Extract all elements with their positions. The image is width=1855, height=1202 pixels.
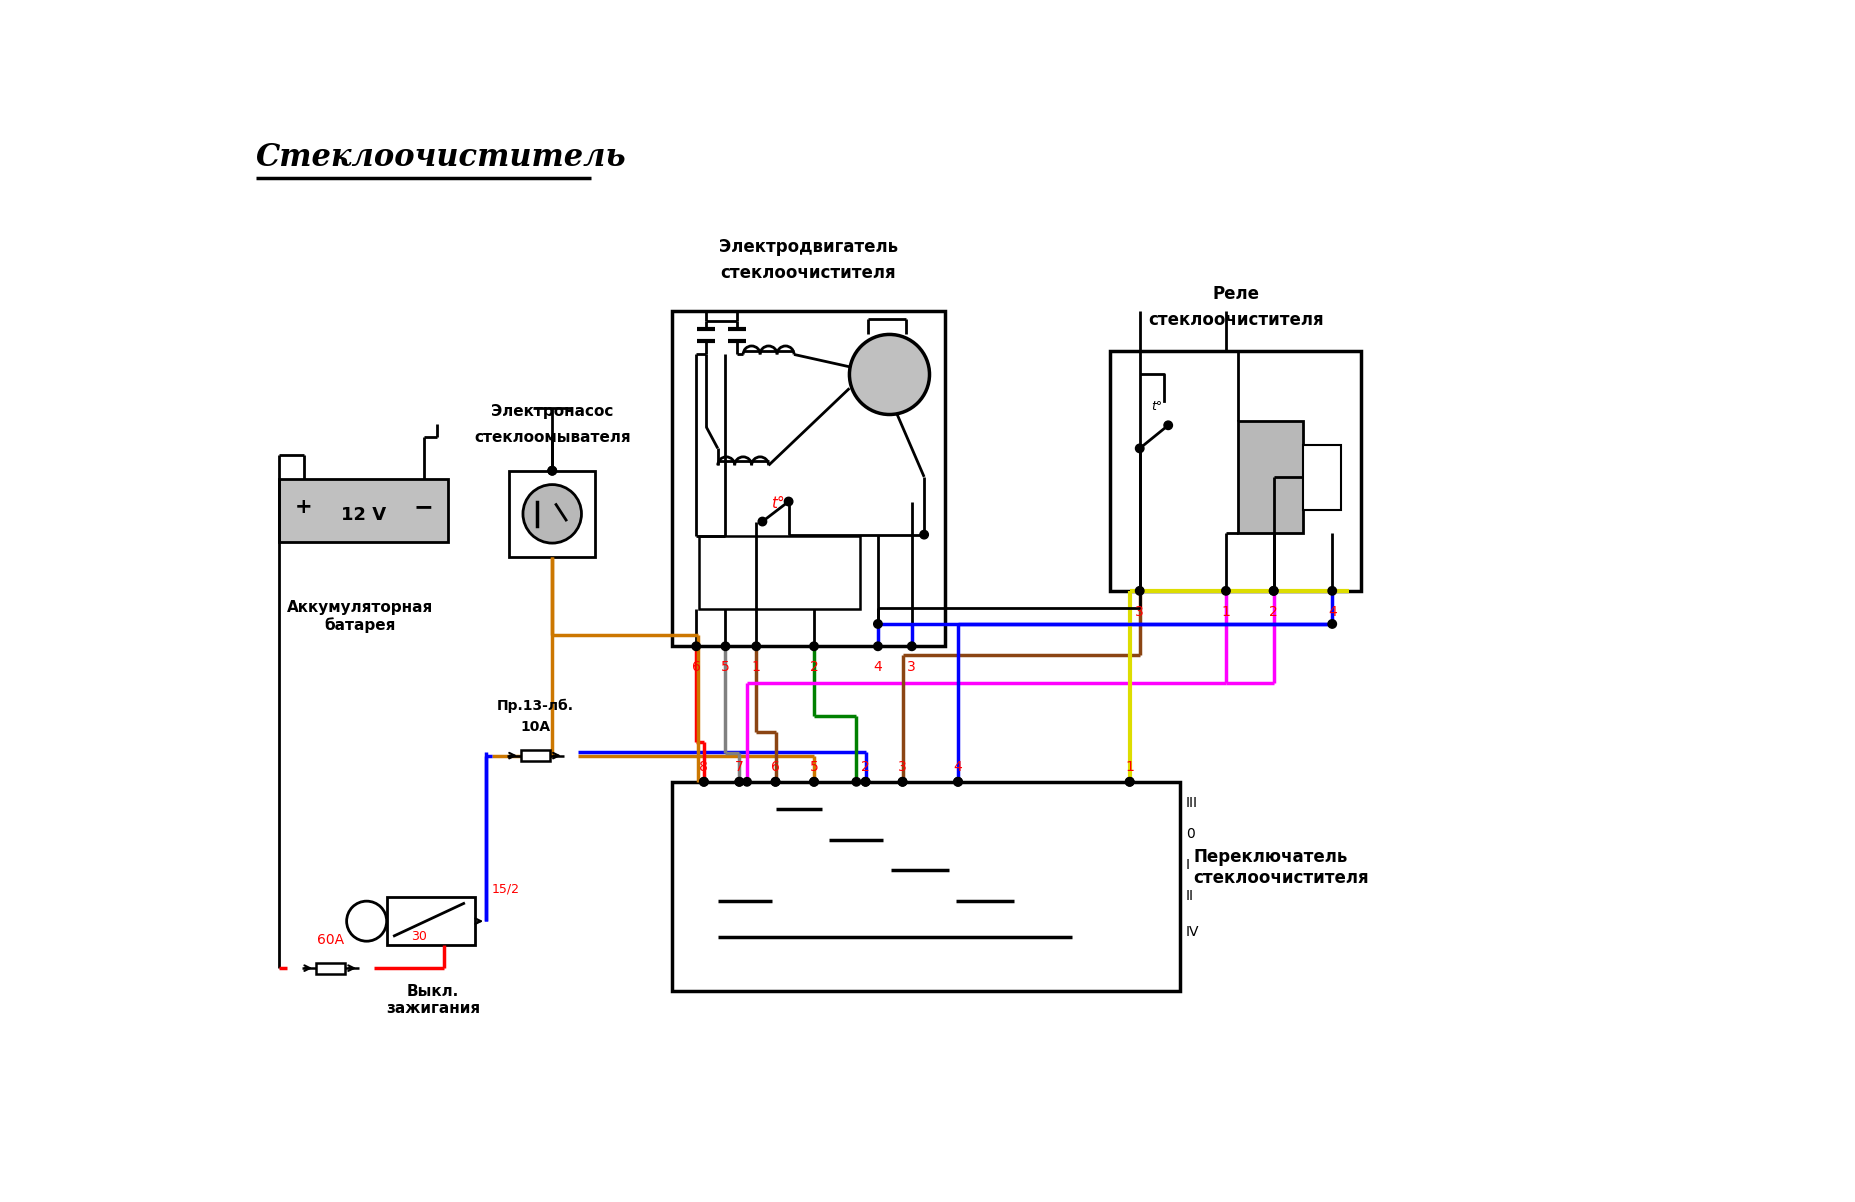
Text: t°: t° [1152,399,1163,412]
Text: +: + [295,496,312,517]
Circle shape [861,778,870,786]
Text: 12 V: 12 V [341,506,386,524]
Circle shape [699,778,709,786]
Text: Переключатель
стеклоочистителя: Переключатель стеклоочистителя [1193,847,1369,887]
Text: 10А: 10А [519,720,551,734]
Circle shape [851,778,861,786]
Text: 2: 2 [1269,605,1278,619]
Text: Реле: Реле [1211,285,1260,303]
Text: 5: 5 [722,660,729,674]
Text: 2: 2 [861,760,870,774]
Circle shape [735,778,744,786]
Circle shape [850,334,929,415]
Text: 7: 7 [735,760,744,774]
Bar [699,536,861,609]
Circle shape [874,642,883,650]
Circle shape [874,620,883,629]
Circle shape [759,517,766,525]
Text: 1: 1 [1126,760,1133,774]
Circle shape [523,484,581,543]
Circle shape [811,778,818,786]
Circle shape [1269,587,1278,595]
Text: 4: 4 [953,760,963,774]
Text: 6: 6 [692,660,701,674]
Circle shape [907,642,916,650]
Circle shape [953,778,963,786]
Circle shape [1135,445,1145,453]
Text: Пр.13-лб.: Пр.13-лб. [497,698,573,713]
Circle shape [742,778,751,786]
Text: I: I [1185,858,1189,871]
Text: Аккумуляторная
батарея: Аккумуляторная батарея [286,600,432,633]
Text: II: II [1185,888,1195,903]
Bar [315,963,345,974]
Text: −: − [414,495,434,519]
Text: Стеклоочиститель: Стеклоочиститель [256,142,627,173]
Circle shape [811,642,818,650]
Circle shape [1126,778,1133,786]
Circle shape [547,466,556,475]
Circle shape [751,642,761,650]
Circle shape [692,642,701,650]
Circle shape [785,498,792,506]
Text: 6: 6 [772,760,779,774]
Text: 3: 3 [898,760,907,774]
Text: 0: 0 [1185,827,1195,841]
Text: стеклоомывателя: стеклоомывателя [473,429,631,445]
Bar [386,898,475,945]
Bar [508,471,595,557]
Text: 60А: 60А [317,933,343,947]
Text: 3: 3 [907,660,916,674]
Circle shape [898,778,907,786]
Text: Выкл.
зажигания: Выкл. зажигания [386,983,480,1016]
Circle shape [699,778,709,786]
Circle shape [953,778,963,786]
Bar [521,750,549,761]
Text: IV: IV [1185,926,1200,939]
Circle shape [1328,587,1336,595]
Text: 4: 4 [874,660,883,674]
Circle shape [1163,421,1172,429]
Bar [1111,351,1362,591]
Circle shape [1269,587,1278,595]
Text: 1: 1 [751,660,761,674]
Text: 3: 3 [1135,605,1145,619]
Bar [1302,445,1341,510]
Text: 15/2: 15/2 [492,882,519,895]
Text: Электродвигатель: Электродвигатель [718,238,898,256]
Text: Электронасос: Электронасос [492,404,614,419]
Bar [1237,422,1302,534]
Circle shape [347,902,386,941]
Circle shape [861,778,870,786]
Bar [672,311,944,647]
Circle shape [547,466,556,475]
Bar [672,781,1180,992]
Circle shape [1328,620,1336,629]
Circle shape [772,778,779,786]
Circle shape [1126,778,1133,786]
Text: 5: 5 [809,760,818,774]
Text: t°: t° [772,496,785,511]
Circle shape [1135,587,1145,595]
Text: 1: 1 [1222,605,1230,619]
Text: 30: 30 [412,930,427,944]
Bar [278,480,449,542]
Circle shape [920,530,928,538]
Text: 4: 4 [1328,605,1337,619]
Circle shape [898,778,907,786]
Circle shape [722,642,729,650]
Text: стеклоочистителя: стеклоочистителя [1148,311,1323,329]
Text: III: III [1185,797,1198,810]
Circle shape [772,778,779,786]
Text: 2: 2 [809,660,818,674]
Text: 8: 8 [699,760,709,774]
Circle shape [811,778,818,786]
Circle shape [1222,587,1230,595]
Text: стеклоочистителя: стеклоочистителя [720,264,896,282]
Circle shape [735,778,744,786]
